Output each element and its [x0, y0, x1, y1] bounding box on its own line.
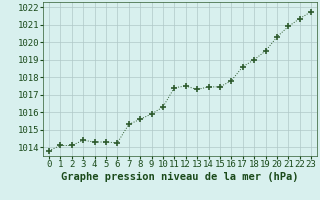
X-axis label: Graphe pression niveau de la mer (hPa): Graphe pression niveau de la mer (hPa)	[61, 172, 299, 182]
